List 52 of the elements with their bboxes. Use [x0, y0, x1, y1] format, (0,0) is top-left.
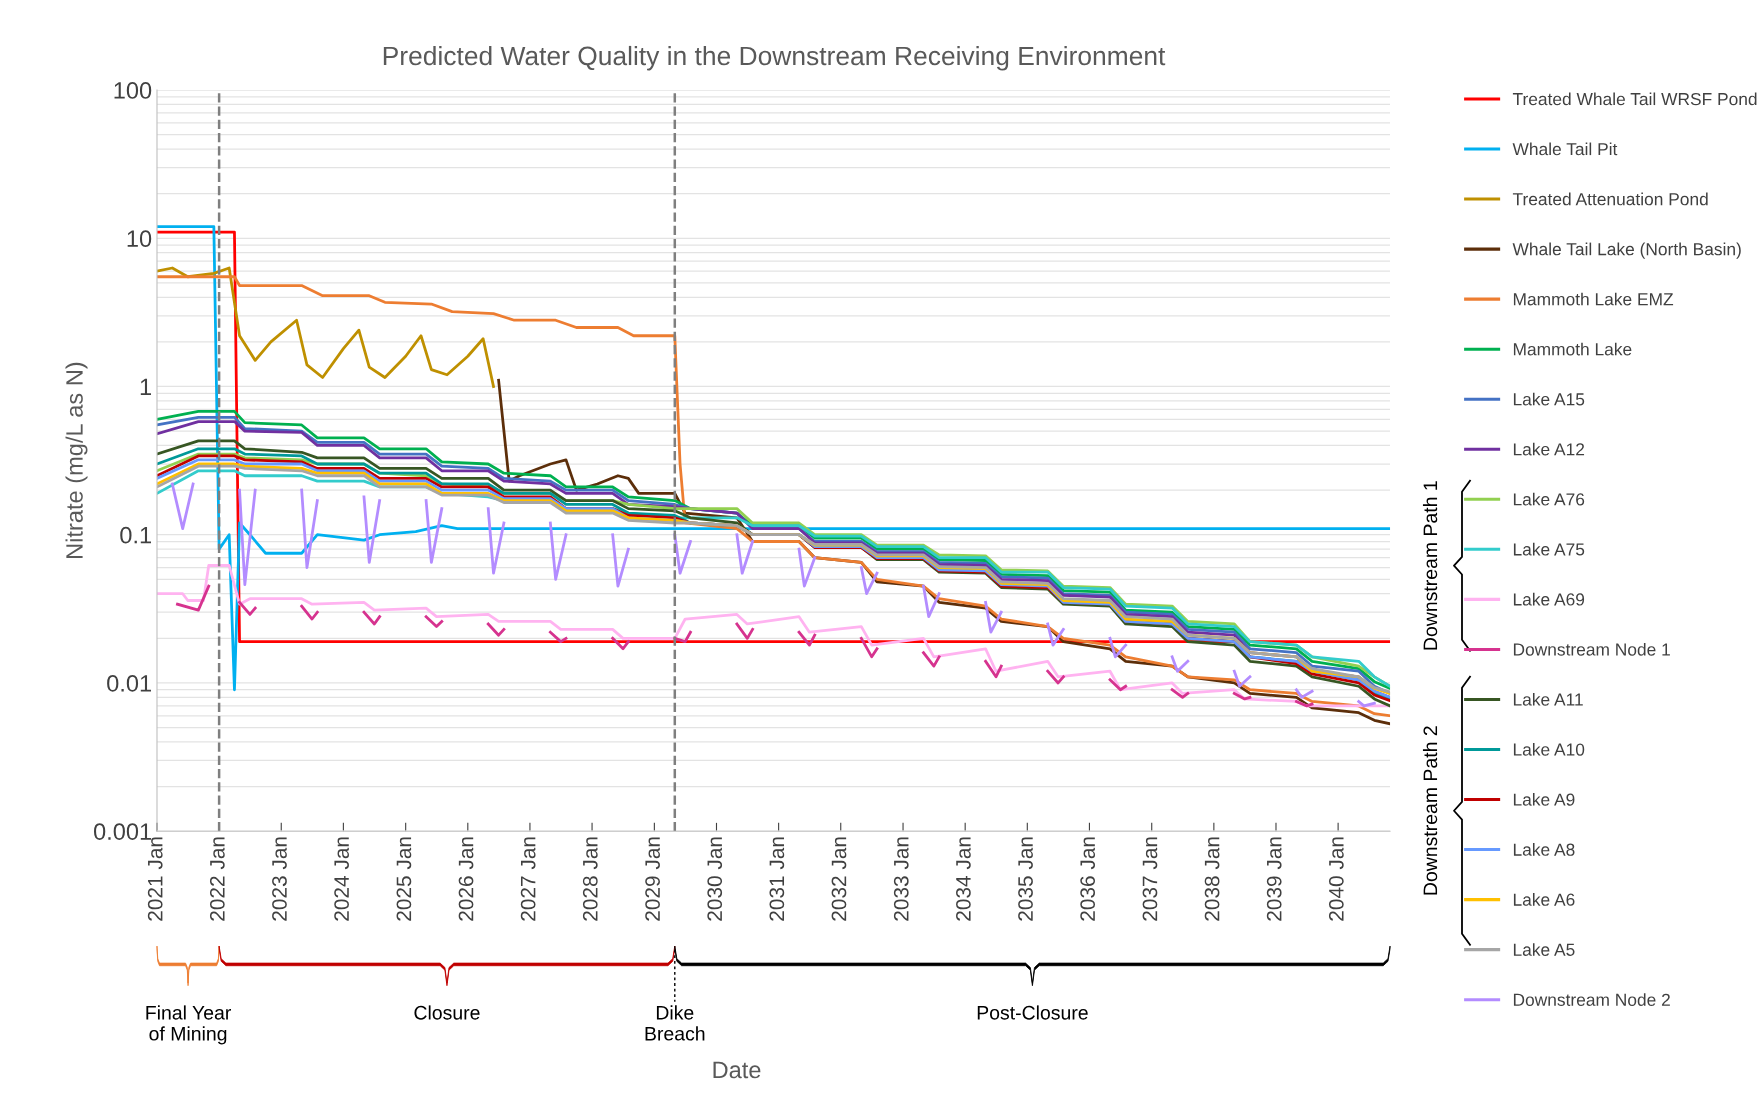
x-tick-label: 2036 Jan [1080, 837, 1096, 921]
text: Downstream Path 1 [1422, 481, 1438, 650]
x-tick-label: 2022 Jan [209, 837, 225, 921]
x-tick-label: 2032 Jan [831, 837, 847, 921]
x-tick-label: 2040 Jan [1328, 837, 1344, 921]
chart-title: Predicted Water Quality in the Downstream Receiving Environment [383, 45, 1166, 71]
legend-label: Lake A5 [1513, 943, 1575, 956]
legend-label: Lake A76 [1513, 492, 1585, 506]
y-tick-label: 100 [114, 82, 152, 99]
y-tick-label: 10 [127, 230, 152, 248]
legend-label: Mammoth Lake [1513, 342, 1632, 356]
x-tick-label: 2037 Jan [1142, 837, 1158, 921]
x-tick-label: 2030 Jan [707, 837, 723, 921]
legend-label: Treated Attenuation Pond [1512, 192, 1708, 206]
text: Final Year of Mining [146, 1005, 231, 1045]
legend-label: Lake A6 [1513, 893, 1575, 906]
legend-label: Mammoth Lake EMZ [1513, 292, 1674, 306]
x-tick-label: 2029 Jan [645, 837, 660, 921]
legend-label: Downstream Node 2 [1513, 993, 1670, 1006]
legend-label: Lake A12 [1513, 442, 1585, 456]
y-tick-label: 0.01 [107, 675, 151, 692]
x-tick-label: 2039 Jan [1266, 837, 1282, 921]
legend-label: Lake A11 [1513, 692, 1583, 706]
x-tick-label: 2028 Jan [582, 837, 598, 921]
legend-label: Lake A75 [1513, 542, 1585, 556]
legend-label: Treated Whale Tail WRSF Pond [1512, 92, 1757, 106]
text: Post-Closure [977, 1005, 1088, 1020]
legend-label: Whale Tail Lake (North Basin) [1512, 242, 1741, 259]
legend-label: Lake A10 [1513, 742, 1585, 756]
x-tick-label: 2033 Jan [893, 837, 909, 921]
y-tick-label: 1 [140, 378, 151, 396]
text: Date [713, 1061, 761, 1079]
legend-label: Downstream Node 1 [1513, 642, 1670, 656]
text: Dike Breach [645, 1005, 705, 1041]
x-tick-label: 2027 Jan [520, 837, 536, 921]
text: Downstream Path 2 [1422, 726, 1438, 895]
y-tick-label: 0.1 [120, 526, 151, 544]
legend-label: Whale Tail Pit [1512, 142, 1618, 156]
legend-label: Lake A8 [1513, 843, 1575, 856]
x-tick-label: 2023 Jan [272, 837, 287, 921]
x-tick-label: 2025 Jan [396, 837, 412, 921]
x-tick-label: 2038 Jan [1204, 837, 1220, 921]
x-tick-label: 2034 Jan [956, 837, 971, 921]
x-tick-label: 2035 Jan [1018, 837, 1033, 921]
x-tick-label: 2026 Jan [458, 837, 474, 921]
legend-label: Lake A69 [1513, 592, 1585, 606]
x-tick-label: 2031 Jan [769, 837, 785, 921]
legend-label: Lake A9 [1513, 793, 1575, 806]
legend-label: Lake A15 [1513, 392, 1585, 406]
x-tick-label: 2024 Jan [334, 837, 349, 921]
y-axis-title: Nitrate (mg/L as N) [65, 362, 88, 558]
text: Closure [414, 1005, 480, 1020]
